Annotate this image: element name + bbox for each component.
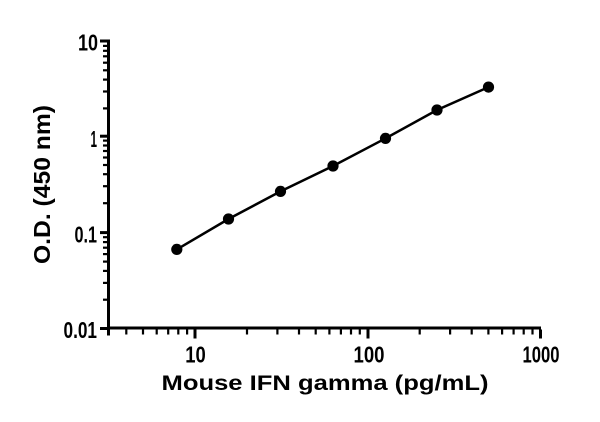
svg-text:O.D. (450 nm): O.D. (450 nm) xyxy=(29,105,55,264)
svg-text:1000: 1000 xyxy=(523,342,560,368)
svg-text:Mouse IFN gamma (pg/mL): Mouse IFN gamma (pg/mL) xyxy=(162,372,489,395)
svg-text:10: 10 xyxy=(185,342,206,368)
svg-text:0.1: 0.1 xyxy=(75,221,98,247)
svg-text:10: 10 xyxy=(78,29,98,55)
svg-text:100: 100 xyxy=(354,342,385,368)
svg-text:0.01: 0.01 xyxy=(64,317,98,343)
svg-text:1: 1 xyxy=(91,126,98,152)
